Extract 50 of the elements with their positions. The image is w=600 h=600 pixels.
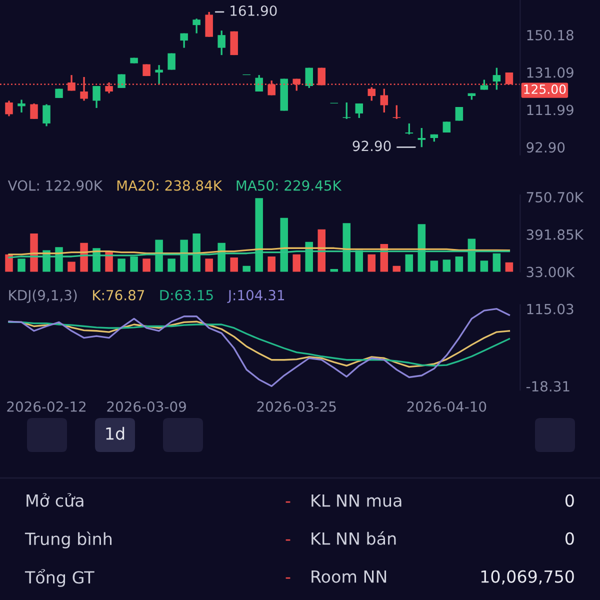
y-tick-label: 111.99 bbox=[527, 104, 574, 116]
text: Trung bình bbox=[24, 532, 112, 548]
series-label: D:63.15 bbox=[160, 290, 213, 300]
text: KL NN mua bbox=[312, 494, 402, 507]
text: Mở cửa bbox=[26, 493, 84, 507]
candlestick bbox=[168, 52, 176, 71]
text: 0 bbox=[565, 532, 574, 545]
text: Room NN bbox=[312, 570, 386, 583]
candlestick bbox=[392, 104, 401, 120]
annotation: 92.90 bbox=[352, 140, 391, 152]
text: Tổng GT bbox=[24, 569, 94, 587]
y-tick-label: 115.03 bbox=[527, 304, 574, 314]
y-tick-label: 150.18 bbox=[527, 30, 574, 40]
chart-title: KDJ(9,1,3) bbox=[9, 290, 77, 303]
ref-line-label: 125.00 bbox=[524, 84, 566, 94]
text: MA50: 229.45K bbox=[236, 180, 342, 191]
annotation: 161.90 bbox=[230, 5, 277, 16]
text: J:104.31 bbox=[227, 290, 284, 303]
y-tick-label: 131.09 bbox=[527, 67, 574, 78]
candlestick bbox=[342, 102, 351, 120]
candlestick bbox=[142, 63, 150, 77]
candlestick bbox=[118, 73, 126, 89]
text: - bbox=[286, 539, 290, 541]
text: KL NN bán bbox=[312, 531, 396, 545]
candlestick bbox=[55, 88, 63, 99]
candlestick bbox=[130, 56, 138, 64]
x-tick-label: 2026-02-12 bbox=[7, 401, 86, 412]
text: - bbox=[286, 577, 290, 579]
y-tick-label: 33.00K bbox=[526, 266, 575, 278]
x-tick-label: 2026-03-25 bbox=[257, 401, 336, 412]
x-tick-label: 2026-04-10 bbox=[407, 401, 486, 412]
y-tick-label: 391.85K bbox=[526, 229, 584, 240]
text: MA20: 238.84K bbox=[117, 180, 222, 191]
chart-title: VOL: 122.90K bbox=[8, 180, 103, 191]
y-tick-label: 750.70K bbox=[526, 192, 584, 202]
y-tick-label: 92.90 bbox=[526, 142, 565, 153]
text: 1d bbox=[106, 426, 124, 440]
x-tick-label: 2026-03-09 bbox=[107, 401, 186, 412]
line-series bbox=[8, 250, 510, 258]
candlestick bbox=[230, 30, 238, 56]
text: - bbox=[286, 501, 290, 503]
text: 0 bbox=[565, 494, 574, 507]
series-label: K:76.87 bbox=[93, 290, 144, 300]
line-series bbox=[8, 308, 510, 387]
candlestick bbox=[455, 106, 464, 122]
y-tick-label: -18.31 bbox=[526, 381, 570, 392]
candlestick bbox=[280, 78, 288, 112]
candlestick bbox=[442, 120, 451, 134]
text: 10,069,750 bbox=[481, 570, 574, 585]
line-series bbox=[8, 247, 510, 256]
